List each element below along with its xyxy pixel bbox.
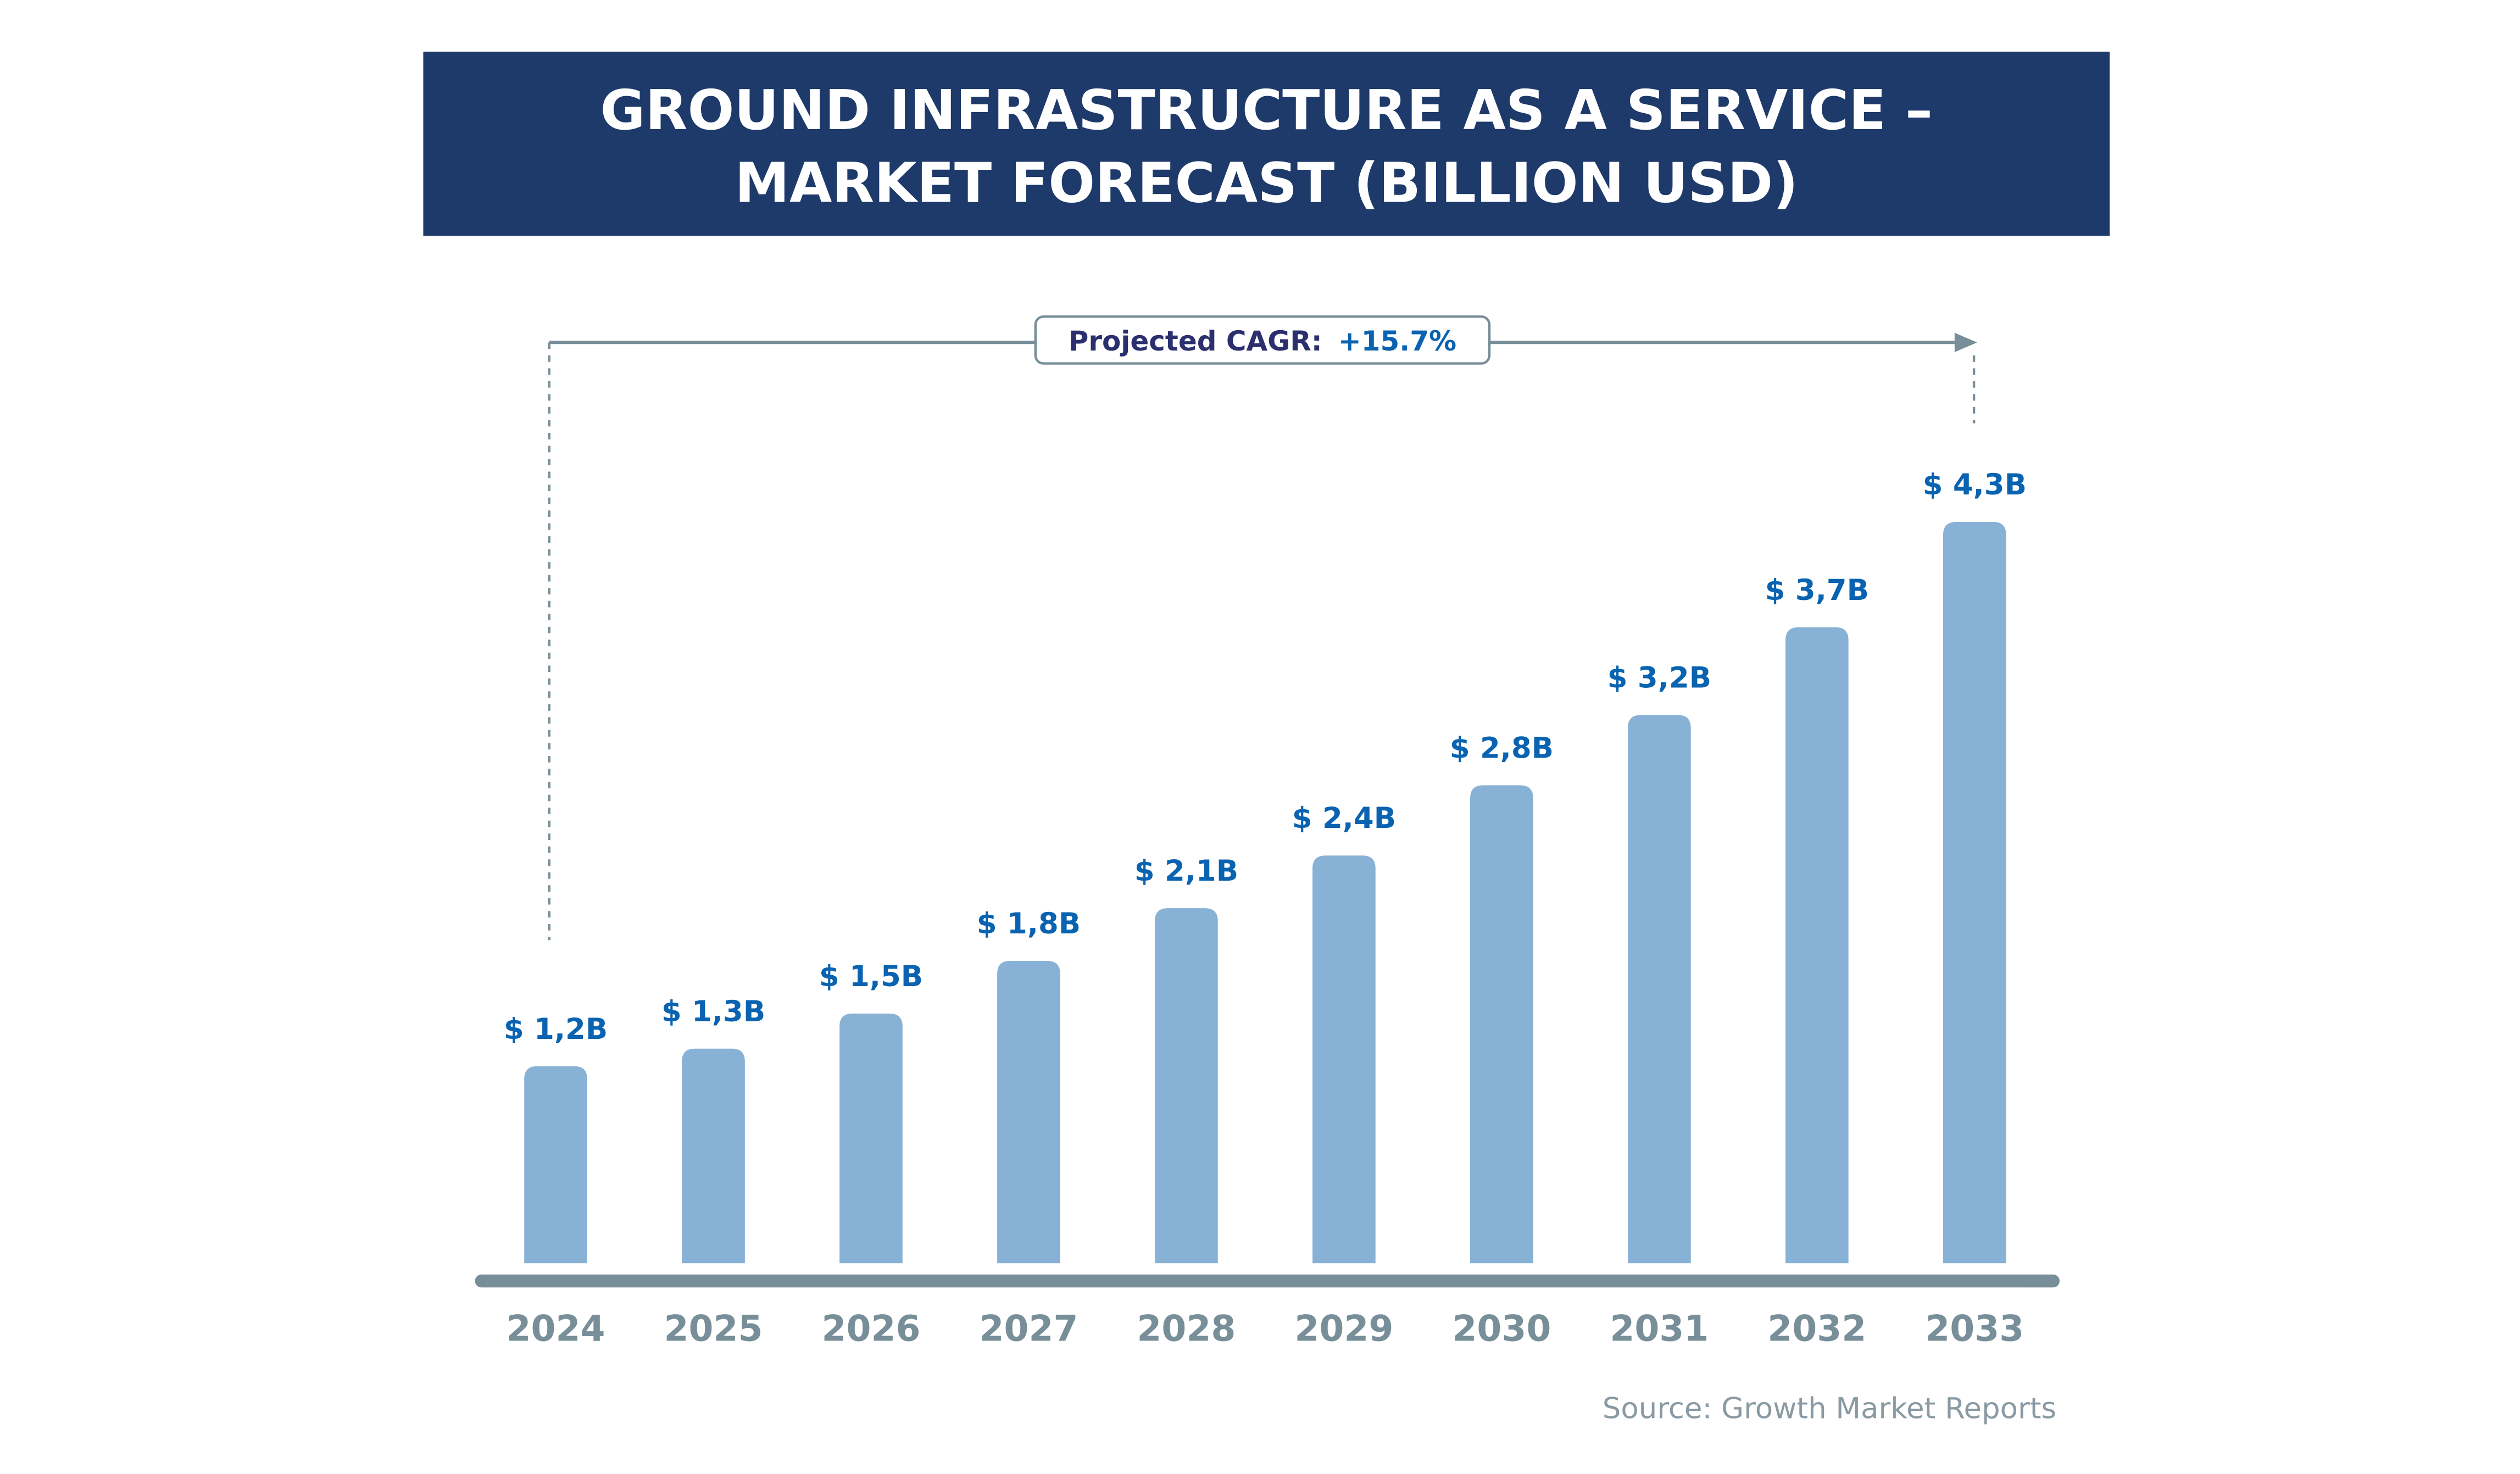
x-tick-label-2027: 2027 [979,1308,1078,1349]
data-label-2028: $ 2,1B [1134,854,1238,888]
x-tick-label-2025: 2025 [664,1308,763,1349]
cagr-value: +15.7% [1338,325,1456,357]
data-label-2033: $ 4,3B [1923,468,2027,502]
data-label-2031: $ 3,2B [1607,661,1711,695]
bar-2024 [524,1066,587,1264]
cagr-arrow-head-icon [1954,332,1977,352]
bars-group: $ 1,2B 2024 $ 1,3B 2025 $ 1,5B 2026 $ 1,8B 2027… [504,468,2027,1349]
data-label-2026: $ 1,5B [819,960,923,993]
x-tick-label-2028: 2028 [1137,1308,1236,1349]
title-banner [423,52,2110,236]
data-label-2030: $ 2,8B [1450,731,1554,765]
data-label-2027: $ 1,8B [977,907,1081,941]
x-tick-label-2033: 2033 [1925,1308,2024,1349]
cagr-label: Projected CAGR: [1069,325,1322,357]
bar-2031 [1628,715,1691,1264]
x-tick-label-2032: 2032 [1767,1308,1866,1349]
bar-2032 [1785,627,1849,1264]
x-tick-label-2031: 2031 [1610,1308,1709,1349]
bar-2029 [1312,855,1376,1264]
x-tick-label-2026: 2026 [821,1308,920,1349]
chart-title-line-2: MARKET FORECAST (BILLION USD) [735,151,1798,215]
x-tick-label-2030: 2030 [1452,1308,1551,1349]
data-label-2025: $ 1,3B [661,995,765,1028]
x-tick-label-2029: 2029 [1294,1308,1393,1349]
bar-2026 [839,1013,903,1264]
x-tick-label-2024: 2024 [507,1308,605,1349]
bar-2027 [997,960,1060,1264]
bar-2028 [1155,908,1218,1264]
data-label-2024: $ 1,2B [504,1013,608,1046]
cagr-text: Projected CAGR: +15.7% [1069,325,1456,357]
bar-2025 [682,1048,745,1264]
cagr-box [1034,315,1491,365]
bar-2030 [1470,785,1533,1264]
chart-title-line-1: GROUND INFRASTRUCTURE AS A SERVICE – [600,78,1933,142]
data-label-2029: $ 2,4B [1292,802,1396,835]
source-note: Source: Growth Market Reports [1603,1392,2056,1426]
bar-2033 [1943,521,2006,1264]
data-label-2032: $ 3,7B [1765,574,1869,607]
